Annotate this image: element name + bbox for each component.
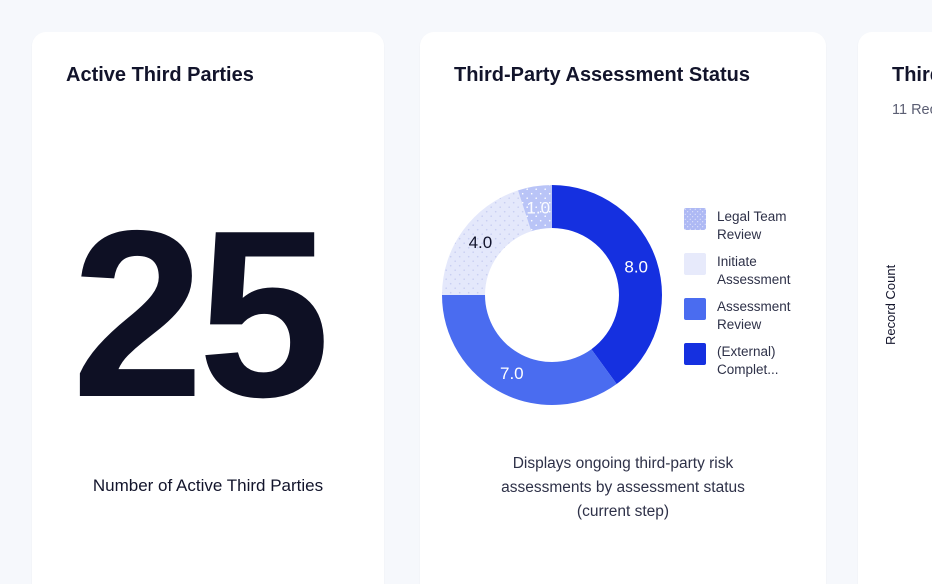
svg-text:8.0: 8.0 [624, 258, 648, 277]
svg-text:4.0: 4.0 [469, 233, 493, 252]
svg-text:7.0: 7.0 [500, 364, 524, 383]
svg-text:1.0: 1.0 [526, 199, 550, 218]
